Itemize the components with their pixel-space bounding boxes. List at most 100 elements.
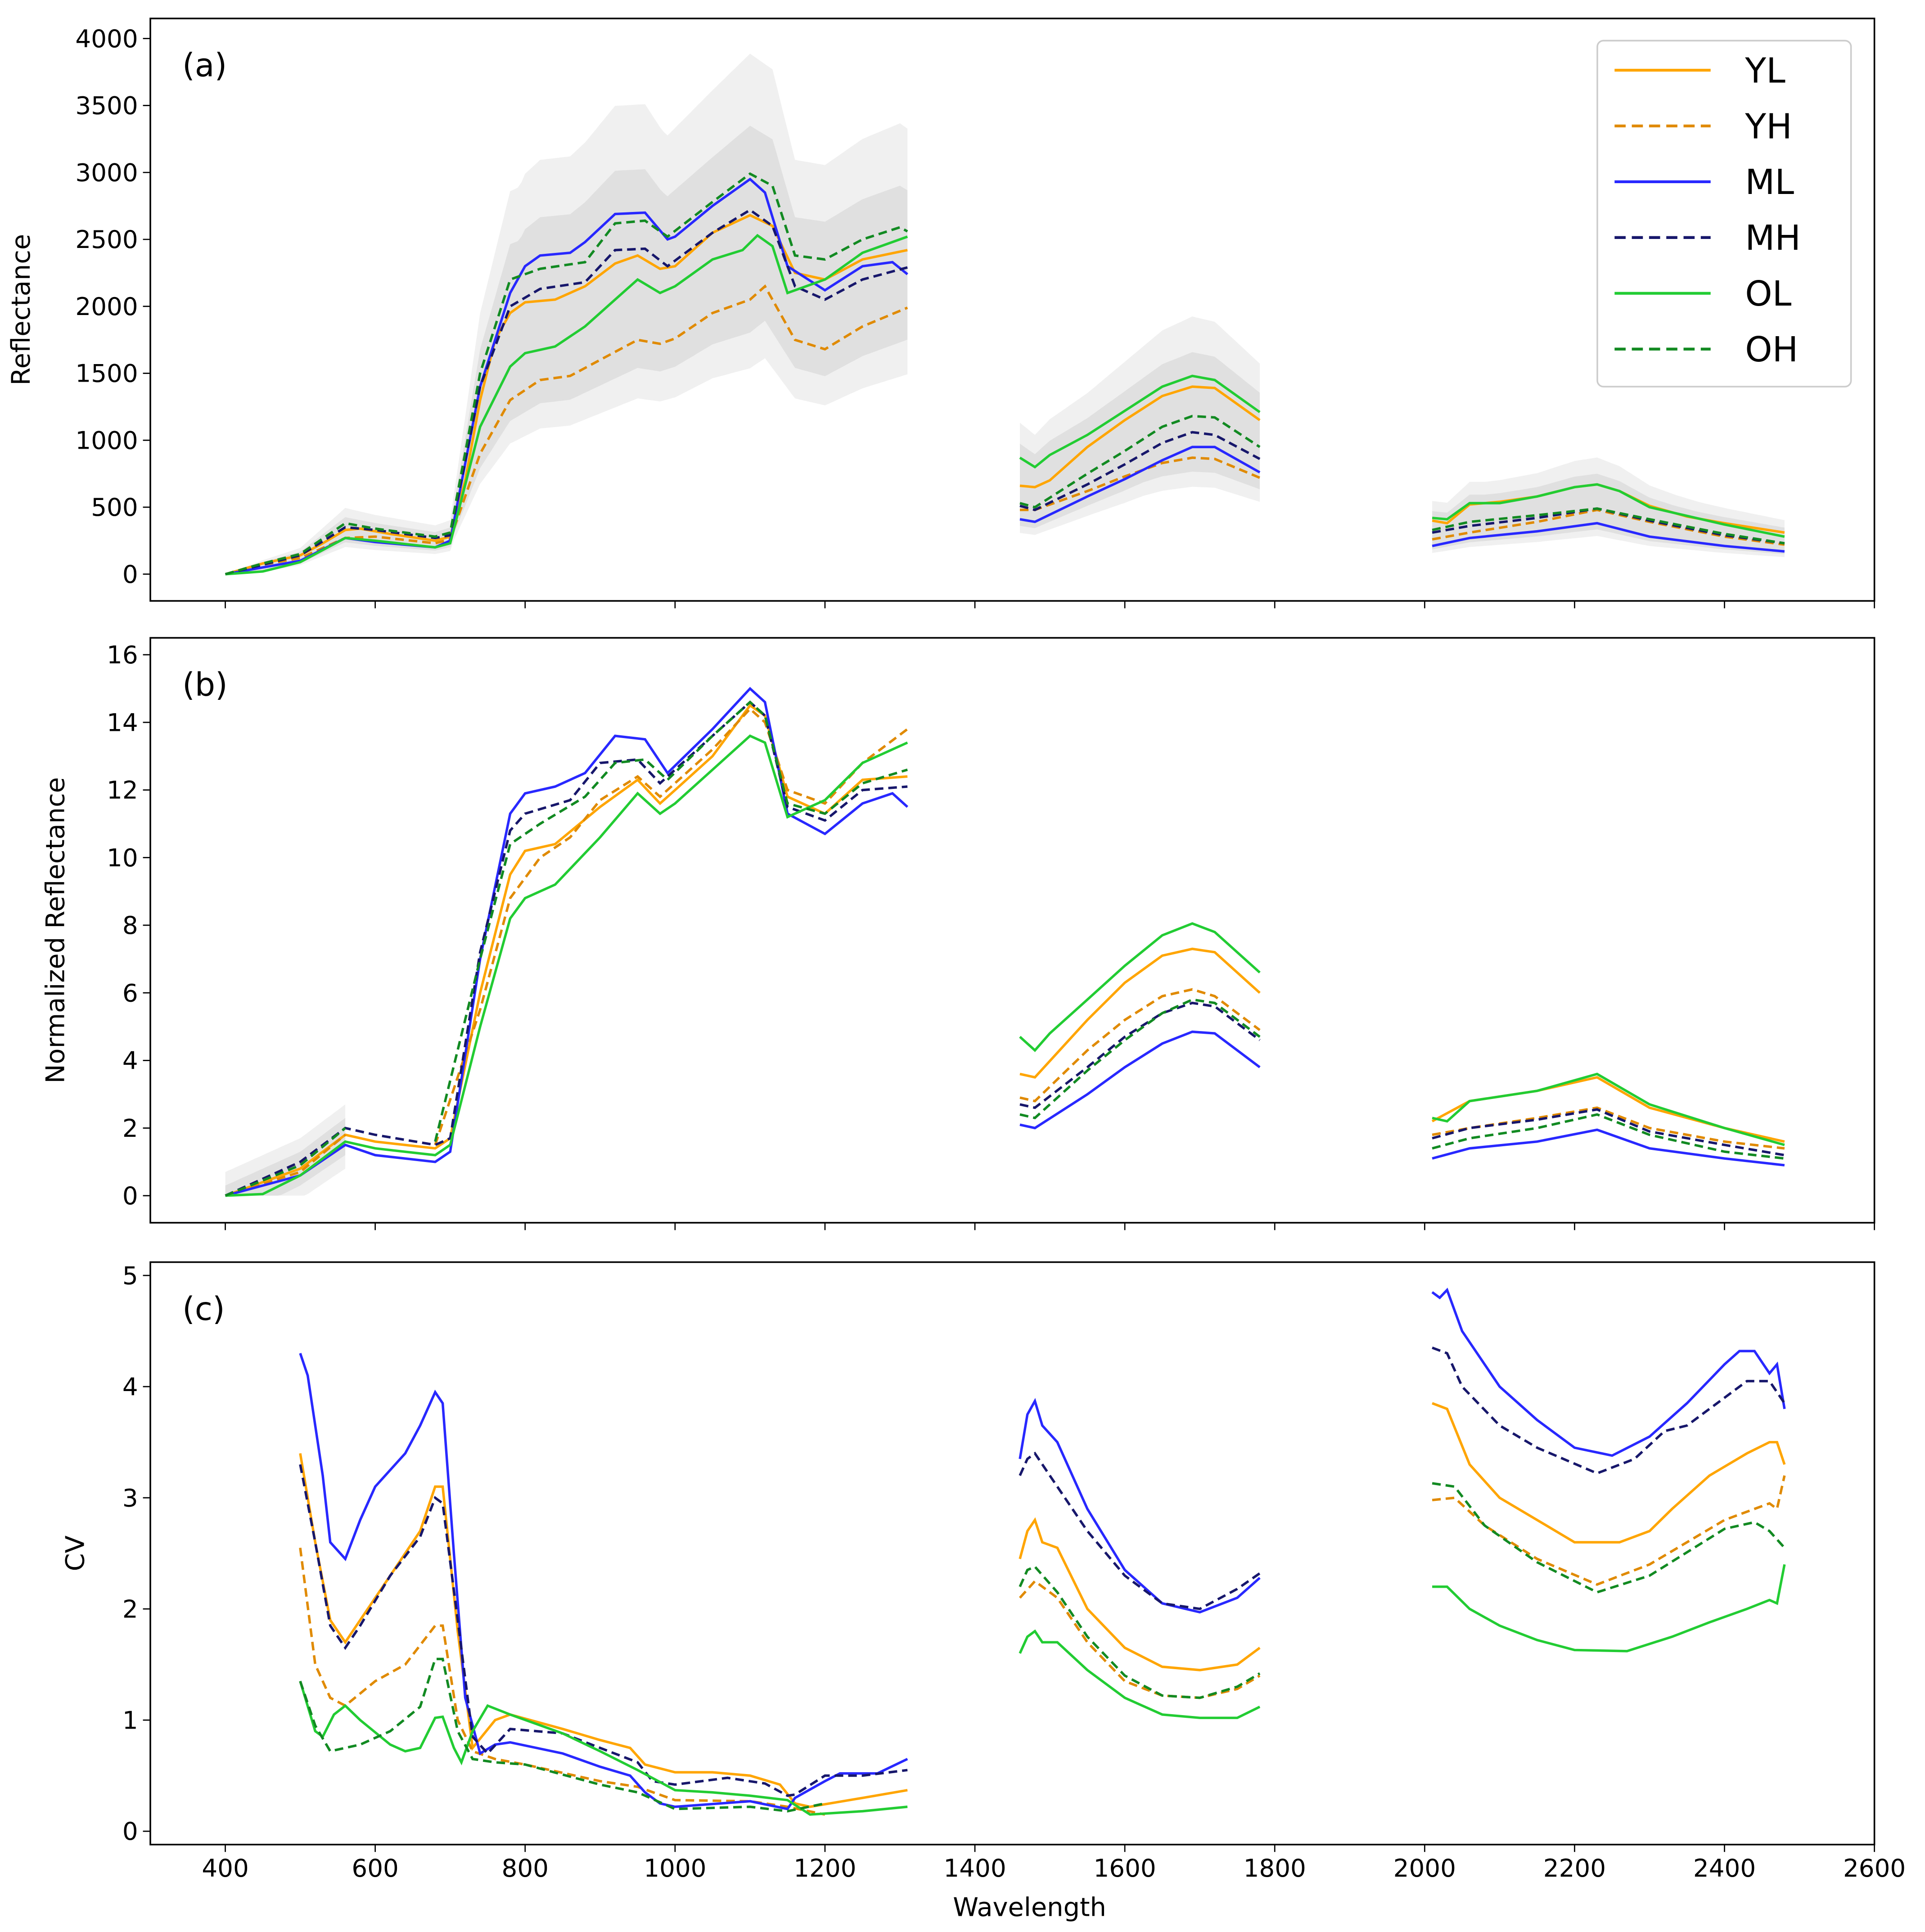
- series-line-OH: [299, 1657, 825, 1813]
- series-line-YH: [225, 284, 908, 576]
- legend-item-ML: ML: [1614, 162, 1794, 203]
- y-tick-label: 3000: [75, 158, 138, 187]
- y-tick-label: 4: [122, 1046, 138, 1075]
- y-tick-label: 3: [122, 1483, 138, 1512]
- series-line-ML: [225, 687, 909, 1197]
- y-tick-label: 2: [122, 1594, 138, 1623]
- series-line-YL: [1432, 1402, 1786, 1544]
- x-tick-label: 2000: [1393, 1854, 1456, 1882]
- series-line-ML: [1432, 522, 1785, 553]
- legend-label: YH: [1745, 107, 1792, 147]
- series-line-YL: [1019, 385, 1261, 489]
- series-line-MH: [225, 208, 908, 576]
- series-line-OL: [1019, 1629, 1261, 1719]
- y-tick-label: 12: [107, 776, 138, 805]
- panel-label: (a): [182, 47, 227, 84]
- panel-c: 0 1 2 3 4 5 400 600 800 1000 1200 1400 1600 1800 2000 2…: [60, 1261, 1906, 1882]
- series-line-ML: [1019, 446, 1261, 523]
- series-line-ML: [1431, 1288, 1786, 1457]
- y-tick-label: 0: [122, 1817, 138, 1846]
- x-tick-label: 1600: [1094, 1854, 1156, 1882]
- spread-band: [225, 126, 908, 574]
- series-line-MH: [1432, 1347, 1786, 1475]
- series-line-YL: [1019, 947, 1261, 1079]
- series-line-ML: [299, 1353, 908, 1810]
- x-tick-label: 1400: [943, 1854, 1006, 1882]
- series-line-ML: [1432, 1128, 1785, 1166]
- x-tick-label: 1800: [1244, 1854, 1306, 1882]
- series-line-OH: [1432, 1482, 1785, 1594]
- x-axis-label: Wavelength: [953, 1892, 1106, 1922]
- y-tick-label: 4: [122, 1372, 138, 1401]
- series-line-OL: [1432, 1564, 1786, 1653]
- series-line-ML: [1019, 1030, 1261, 1130]
- x-tick-label: 1200: [793, 1854, 856, 1882]
- legend-label: MH: [1745, 218, 1801, 258]
- legend-label: OL: [1745, 274, 1791, 314]
- series-line-OL: [1432, 1072, 1785, 1146]
- series-line-OH: [1019, 414, 1261, 509]
- series-line-YL: [1431, 1076, 1785, 1143]
- plot-frame: [149, 18, 1875, 602]
- y-axis-label: Reflectance: [6, 234, 36, 386]
- series-line-YL: [1019, 1517, 1261, 1671]
- y-tick-label: 0: [122, 1181, 138, 1210]
- x-tick-label: 1000: [644, 1854, 706, 1882]
- panel-label: (b): [182, 666, 228, 703]
- legend: YL YH ML MH OL OH: [1596, 40, 1852, 387]
- series-line-OH: [434, 700, 908, 1142]
- plot-frame: [149, 637, 1875, 1224]
- y-tick-label: 5: [122, 1261, 138, 1290]
- series-line-OL: [225, 234, 908, 576]
- legend-item-YL: YL: [1614, 51, 1785, 91]
- series-line-YH: [1432, 509, 1785, 546]
- series-line-OL: [1019, 374, 1261, 469]
- legend-label: YL: [1745, 51, 1785, 91]
- y-tick-label: 3500: [75, 91, 138, 120]
- series-line-OL: [1019, 922, 1261, 1052]
- x-tick-label: 400: [202, 1854, 248, 1882]
- spread-band: [225, 1118, 346, 1196]
- panel-b: 0 2 4 6 8 10 12 14 16 Normalized Reflectance (b): [40, 637, 1875, 1230]
- panel-label: (c): [182, 1290, 225, 1328]
- series-line-MH: [1432, 1108, 1785, 1157]
- panel-a: 0 500 1000 1500 2000 2500 3000 3500 4000 Reflecta…: [6, 18, 1875, 608]
- legend-label: OH: [1745, 330, 1798, 370]
- y-tick-label: 500: [91, 493, 138, 522]
- x-tick-label: 2400: [1693, 1854, 1756, 1882]
- series-line-YH: [299, 1547, 825, 1816]
- y-tick-label: 14: [107, 708, 138, 737]
- y-tick-label: 2000: [75, 292, 138, 321]
- series-line-YL: [225, 703, 908, 1197]
- series-line-OH: [1432, 1113, 1785, 1160]
- series-line-YH: [1432, 1475, 1786, 1586]
- y-tick-label: 4000: [75, 24, 138, 53]
- series-line-OL: [299, 1680, 908, 1816]
- series-line-MH: [299, 1464, 908, 1797]
- legend-box: [1596, 40, 1852, 387]
- y-tick-label: 1: [122, 1706, 138, 1734]
- series-line-OH: [1019, 998, 1261, 1120]
- plot-frame: [149, 1261, 1875, 1846]
- series-line-OH: [1432, 507, 1785, 545]
- series-line-YL: [225, 214, 908, 576]
- legend-item-YH: YH: [1614, 107, 1792, 147]
- series-line-MH: [1019, 1451, 1261, 1610]
- y-tick-label: 16: [107, 640, 138, 669]
- y-axis-label: CV: [60, 1536, 90, 1571]
- x-tick-label: 800: [502, 1854, 549, 1882]
- y-tick-label: 6: [122, 978, 138, 1007]
- y-tick-label: 10: [107, 843, 138, 872]
- legend-item-OL: OL: [1614, 274, 1792, 314]
- y-axis-label: Normalized Reflectance: [40, 777, 70, 1084]
- x-tick-label: 2600: [1843, 1854, 1906, 1882]
- series-line-YH: [1019, 1579, 1261, 1699]
- y-tick-label: 1500: [75, 359, 138, 388]
- series-line-YH: [434, 707, 908, 1145]
- y-tick-label: 8: [122, 911, 138, 940]
- y-tick-label: 2: [122, 1114, 138, 1143]
- series-line-OH: [1019, 1565, 1261, 1699]
- legend-item-MH: MH: [1614, 218, 1801, 258]
- y-tick-label: 2500: [75, 225, 138, 254]
- series-line-ML: [1019, 1398, 1261, 1614]
